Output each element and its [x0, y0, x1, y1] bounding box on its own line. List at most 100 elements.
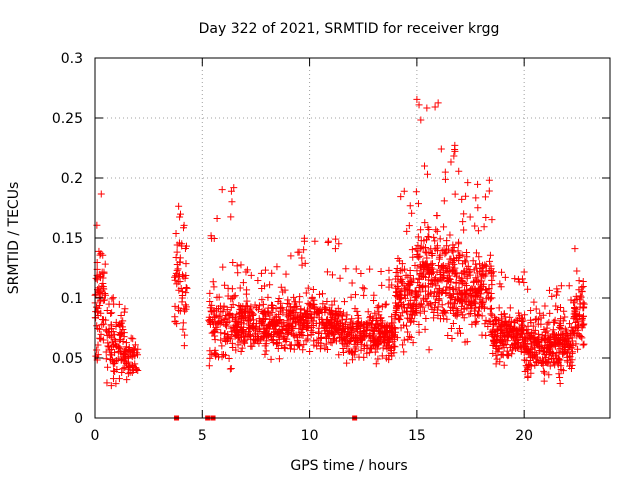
- data-point: [522, 346, 530, 354]
- data-point: [375, 302, 383, 310]
- data-point: [325, 306, 333, 314]
- data-point: [205, 362, 213, 370]
- data-point: [316, 345, 324, 353]
- data-point: [457, 329, 465, 337]
- data-point: [319, 290, 326, 298]
- data-point: [380, 337, 388, 345]
- data-point: [336, 308, 344, 316]
- data-point: [482, 332, 490, 340]
- data-point: [464, 262, 472, 270]
- data-point: [461, 297, 469, 305]
- data-point: [176, 258, 184, 266]
- data-point: [110, 367, 118, 375]
- data-point: [489, 332, 497, 340]
- data-point: [221, 281, 229, 289]
- data-point: [465, 310, 473, 318]
- data-point: [323, 268, 331, 276]
- data-point: [527, 340, 535, 348]
- data-point: [251, 331, 259, 339]
- data-point: [377, 327, 385, 335]
- data-point: [294, 318, 302, 326]
- chart-title: Day 322 of 2021, SRMTID for receiver krg…: [199, 21, 500, 37]
- data-point: [207, 307, 215, 315]
- data-point: [209, 328, 217, 336]
- data-point: [385, 266, 393, 274]
- data-point: [401, 294, 409, 302]
- data-point: [545, 341, 553, 349]
- data-point: [96, 274, 104, 282]
- data-point: [378, 352, 386, 360]
- data-point: [407, 318, 415, 326]
- data-point: [481, 320, 489, 328]
- data-point: [578, 284, 586, 292]
- data-point: [444, 300, 452, 308]
- data-point: [432, 226, 440, 234]
- data-point: [436, 235, 444, 243]
- data-point: [219, 263, 227, 271]
- data-point: [498, 268, 506, 276]
- y-tick-label: 0.25: [52, 111, 83, 127]
- data-point: [524, 361, 532, 369]
- data-point: [120, 308, 128, 316]
- y-tick-label: 0.1: [61, 291, 83, 307]
- data-point: [434, 303, 442, 311]
- data-point: [574, 345, 582, 353]
- plot-frame: [94, 57, 611, 419]
- data-point: [300, 234, 308, 242]
- data-point: [104, 342, 112, 350]
- data-point: [399, 341, 407, 349]
- data-point: [482, 270, 490, 278]
- data-point: [278, 320, 286, 328]
- data-point: [248, 342, 256, 350]
- data-point: [276, 316, 284, 324]
- data-point: [109, 360, 117, 368]
- data-point: [343, 311, 351, 319]
- data-point: [99, 296, 107, 304]
- data-point: [447, 293, 455, 301]
- data-point: [492, 345, 500, 353]
- data-point: [430, 233, 438, 241]
- data-point: [230, 184, 238, 192]
- data-point: [459, 218, 467, 226]
- data-point: [473, 317, 481, 325]
- data-point: [481, 193, 489, 201]
- data-point: [371, 309, 379, 317]
- data-point: [295, 298, 303, 306]
- data-point: [211, 346, 219, 354]
- data-point: [95, 247, 103, 255]
- data-point: [328, 271, 336, 279]
- data-point: [395, 293, 403, 301]
- data-point: [414, 233, 422, 241]
- data-point: [552, 302, 560, 310]
- data-point: [213, 293, 221, 301]
- data-point: [414, 291, 422, 299]
- data-point: [322, 340, 330, 348]
- data-point: [534, 320, 542, 328]
- data-point: [330, 297, 338, 305]
- data-point: [114, 355, 122, 363]
- data-point: [428, 250, 436, 258]
- data-point: [488, 311, 496, 319]
- data-point: [96, 325, 104, 333]
- data-point: [471, 222, 479, 230]
- data-point: [405, 222, 413, 230]
- data-point: [508, 350, 516, 358]
- data-point: [357, 340, 365, 348]
- data-point: [262, 347, 270, 355]
- data-point: [454, 247, 462, 255]
- data-point: [263, 330, 271, 338]
- data-point: [128, 362, 136, 370]
- data-point: [458, 289, 466, 297]
- data-point: [455, 238, 463, 246]
- data-point: [213, 320, 221, 328]
- data-point: [350, 340, 358, 348]
- data-point: [235, 314, 243, 322]
- data-point: [377, 314, 385, 322]
- data-point: [477, 264, 485, 272]
- y-axis-label: SRMTID / TECUs: [6, 182, 22, 295]
- data-point: [531, 326, 539, 334]
- data-point: [578, 322, 586, 330]
- data-point: [254, 326, 262, 334]
- data-point: [455, 325, 463, 333]
